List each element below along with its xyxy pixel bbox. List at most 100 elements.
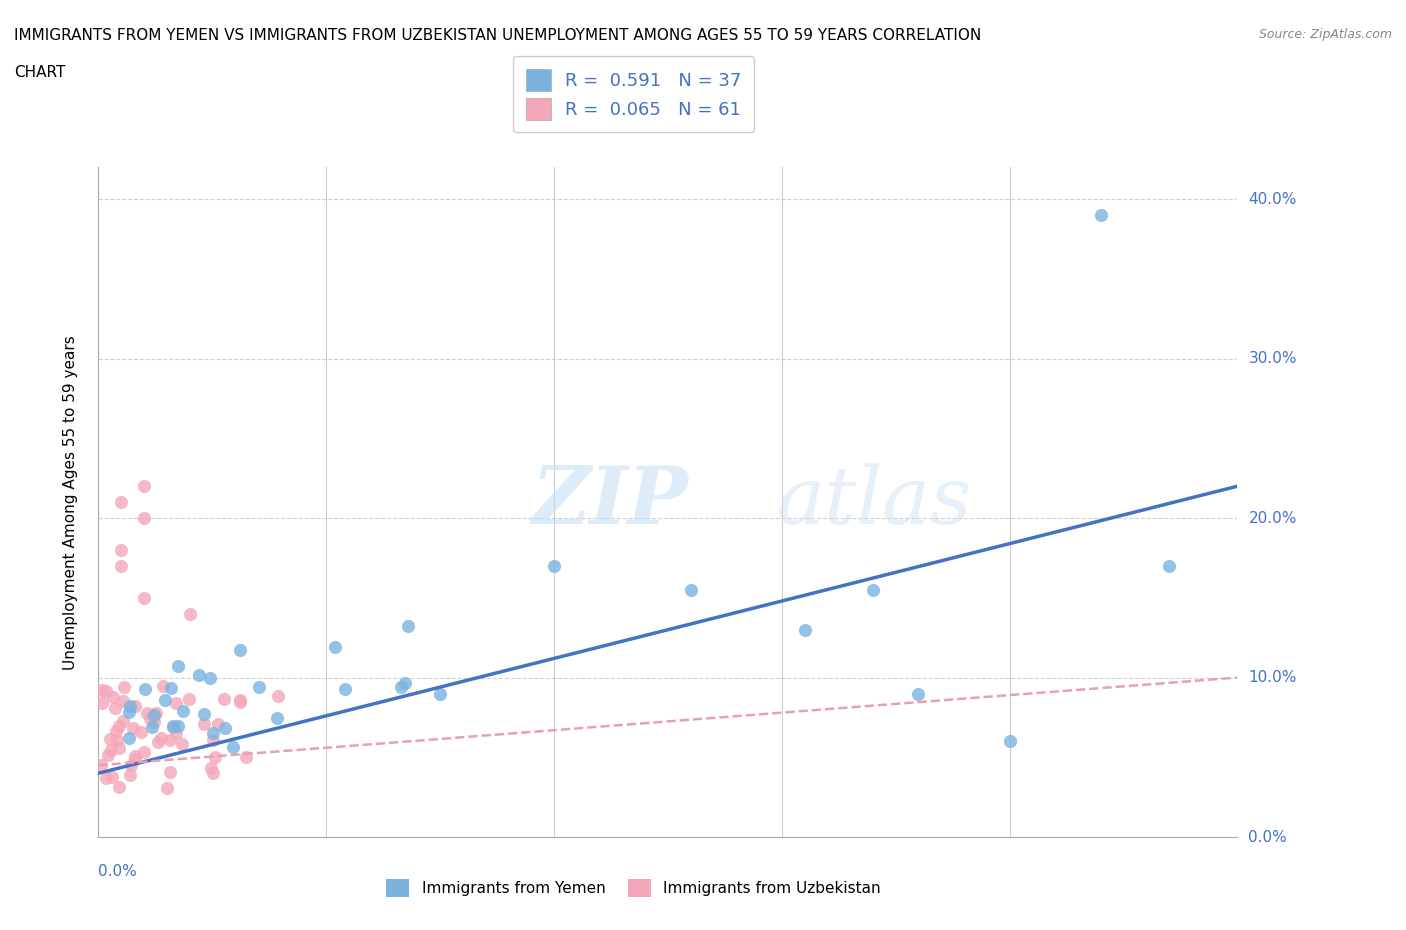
- Point: [193, 716, 215, 731]
- Text: atlas: atlas: [776, 463, 972, 541]
- Text: ZIP: ZIP: [531, 463, 688, 541]
- Point: [94, 684, 117, 698]
- Point: [201, 765, 224, 780]
- Point: [90, 683, 112, 698]
- Point: [679, 582, 702, 597]
- Point: [159, 764, 181, 779]
- Point: [167, 718, 190, 733]
- Point: [112, 679, 135, 694]
- Point: [172, 703, 194, 718]
- Point: [101, 690, 124, 705]
- Text: Source: ZipAtlas.com: Source: ZipAtlas.com: [1258, 28, 1392, 41]
- Point: [104, 700, 127, 715]
- Text: 0.0%: 0.0%: [1249, 830, 1286, 844]
- Point: [201, 725, 224, 740]
- Point: [90, 757, 112, 772]
- Point: [94, 771, 117, 786]
- Point: [124, 751, 146, 766]
- Point: [247, 680, 270, 695]
- Point: [110, 542, 132, 557]
- Point: [207, 717, 229, 732]
- Point: [177, 691, 200, 706]
- Point: [97, 748, 120, 763]
- Point: [91, 696, 114, 711]
- Text: IMMIGRANTS FROM YEMEN VS IMMIGRANTS FROM UZBEKISTAN UNEMPLOYMENT AMONG AGES 55 T: IMMIGRANTS FROM YEMEN VS IMMIGRANTS FROM…: [14, 28, 981, 43]
- Text: 40.0%: 40.0%: [1249, 192, 1296, 206]
- Point: [160, 681, 183, 696]
- Point: [124, 749, 146, 764]
- Point: [118, 699, 141, 714]
- Point: [120, 757, 142, 772]
- Point: [212, 692, 235, 707]
- Point: [907, 686, 929, 701]
- Point: [998, 734, 1021, 749]
- Point: [124, 698, 146, 713]
- Point: [134, 682, 156, 697]
- Point: [267, 688, 290, 703]
- Point: [862, 582, 884, 597]
- Point: [396, 618, 419, 633]
- Point: [132, 745, 155, 760]
- Point: [153, 693, 176, 708]
- Point: [139, 711, 162, 725]
- Point: [1090, 207, 1112, 222]
- Text: 20.0%: 20.0%: [1249, 511, 1296, 525]
- Point: [389, 680, 412, 695]
- Point: [142, 714, 165, 729]
- Point: [136, 705, 159, 720]
- Point: [1157, 559, 1180, 574]
- Point: [429, 686, 451, 701]
- Point: [129, 724, 152, 739]
- Point: [108, 779, 131, 794]
- Point: [122, 721, 145, 736]
- Point: [146, 735, 169, 750]
- Point: [323, 640, 346, 655]
- Point: [165, 696, 187, 711]
- Point: [159, 732, 181, 747]
- Point: [333, 682, 356, 697]
- Point: [228, 642, 250, 657]
- Point: [156, 780, 179, 795]
- Point: [193, 706, 215, 721]
- Point: [132, 591, 155, 605]
- Point: [118, 731, 141, 746]
- Point: [105, 732, 128, 747]
- Point: [152, 679, 174, 694]
- Point: [132, 479, 155, 494]
- Point: [202, 732, 225, 747]
- Point: [145, 705, 167, 720]
- Point: [143, 708, 166, 723]
- Point: [198, 671, 221, 685]
- Point: [162, 720, 184, 735]
- Point: [165, 726, 187, 741]
- Point: [235, 750, 257, 764]
- Point: [100, 742, 122, 757]
- Point: [187, 668, 209, 683]
- Point: [204, 750, 226, 764]
- Legend: Immigrants from Yemen, Immigrants from Uzbekistan: Immigrants from Yemen, Immigrants from U…: [380, 873, 887, 903]
- Point: [98, 731, 121, 746]
- Point: [101, 770, 124, 785]
- Y-axis label: Unemployment Among Ages 55 to 59 years: Unemployment Among Ages 55 to 59 years: [63, 335, 77, 670]
- Point: [543, 559, 565, 574]
- Point: [228, 694, 250, 709]
- Point: [108, 740, 131, 755]
- Point: [120, 767, 142, 782]
- Point: [110, 495, 132, 510]
- Point: [179, 606, 201, 621]
- Point: [214, 721, 236, 736]
- Point: [112, 714, 135, 729]
- Point: [132, 511, 155, 525]
- Point: [170, 737, 193, 751]
- Point: [110, 559, 132, 574]
- Text: 0.0%: 0.0%: [98, 864, 138, 879]
- Point: [221, 739, 243, 754]
- Point: [229, 693, 252, 708]
- Point: [200, 760, 222, 775]
- Point: [162, 719, 184, 734]
- Text: 10.0%: 10.0%: [1249, 671, 1296, 685]
- Point: [118, 705, 141, 720]
- Point: [150, 730, 173, 745]
- Point: [167, 659, 190, 674]
- Point: [394, 675, 416, 690]
